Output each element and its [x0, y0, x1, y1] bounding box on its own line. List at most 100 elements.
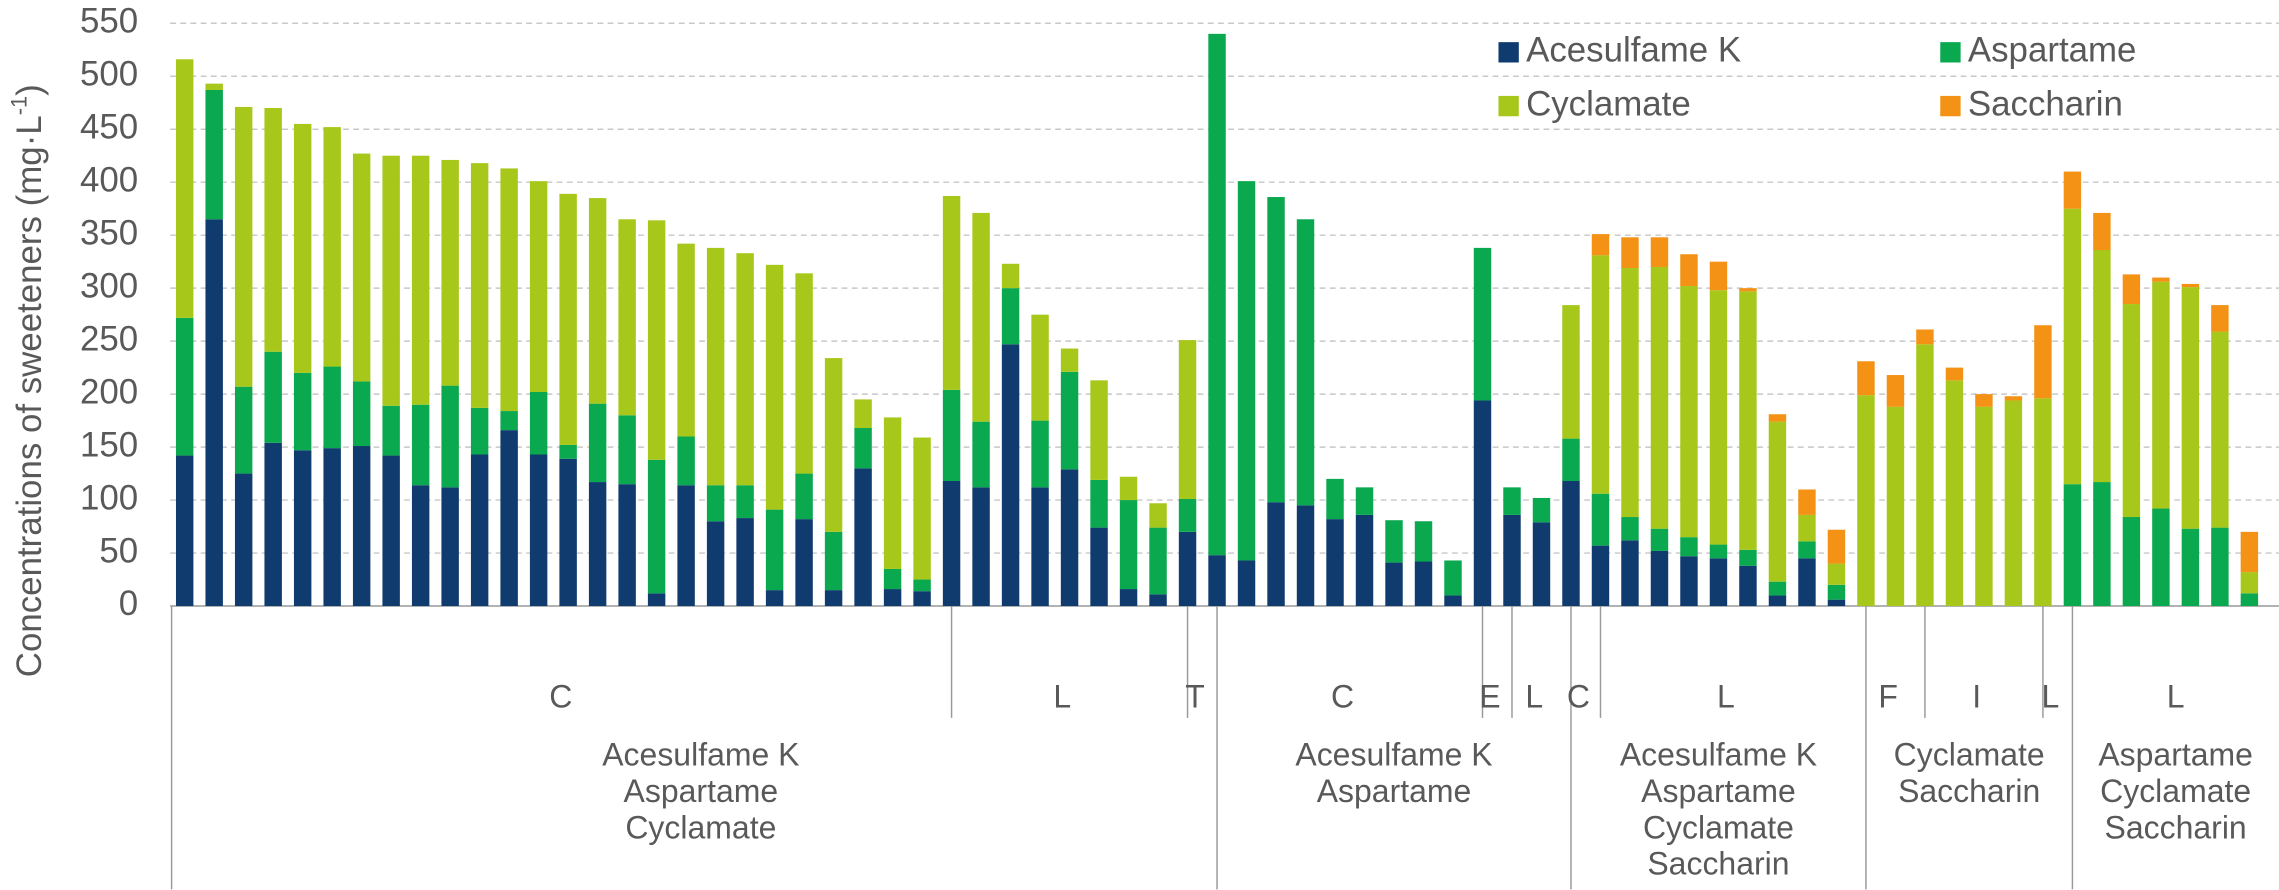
- subgroup-label: C: [549, 678, 572, 714]
- y-tick-label: 550: [80, 1, 138, 40]
- bar-segment: [1650, 528, 1669, 551]
- bar-segment: [2093, 482, 2111, 607]
- y-tick-label: 100: [80, 478, 138, 517]
- bar-segment: [2034, 398, 2052, 607]
- subgroup-label: F: [1878, 678, 1898, 714]
- bar-segment: [352, 446, 371, 607]
- legend-swatch: [1498, 42, 1519, 63]
- bar-segment: [1975, 406, 1993, 607]
- bar-segment: [795, 473, 813, 520]
- bar-segment: [1326, 478, 1344, 520]
- bar-segment: [736, 518, 754, 607]
- bar-segment: [647, 459, 666, 594]
- bar-segment: [2063, 208, 2082, 485]
- bar-segment: [1650, 237, 1669, 267]
- bar-segment: [1267, 197, 1285, 503]
- bar-segment: [1709, 558, 1728, 607]
- bar-segment: [411, 404, 430, 486]
- bar-segment: [1031, 487, 1049, 607]
- bar-segment: [1621, 517, 1639, 541]
- legend-swatch: [1940, 95, 1961, 117]
- bar-segment: [618, 484, 636, 607]
- group-label: Cyclamate: [1894, 737, 2045, 773]
- group-label: Acesulfame K: [1295, 737, 1492, 773]
- bar-segment: [1827, 529, 1846, 564]
- bar-segment: [559, 458, 577, 607]
- bar-segment: [1857, 361, 1875, 396]
- bar-segment: [677, 243, 695, 437]
- bar-segment: [1178, 531, 1197, 607]
- bar-segment: [1385, 520, 1403, 563]
- bar-segment: [2152, 508, 2170, 607]
- bar-segment: [1385, 562, 1403, 607]
- bar-segment: [1827, 563, 1846, 585]
- subgroup-label: I: [1972, 678, 1981, 714]
- bar-segment: [293, 123, 312, 373]
- legend-label: Saccharin: [1968, 84, 2123, 123]
- bar-segment: [824, 531, 843, 591]
- bar-segment: [1178, 499, 1197, 532]
- bar-segment: [913, 437, 931, 580]
- bar-segment: [205, 90, 223, 220]
- bar-segment: [2181, 283, 2200, 288]
- group-label: Cyclamate: [1643, 809, 1794, 845]
- bar-segment: [441, 159, 459, 386]
- bar-segment: [942, 389, 961, 481]
- group-label: Aspartame: [1641, 773, 1796, 809]
- bar-segment: [1709, 290, 1728, 545]
- y-axis-label: Concentrations of sweeteners (mg·L-1): [6, 84, 49, 677]
- bar-segment: [1798, 558, 1816, 607]
- group-label: Aspartame: [624, 773, 779, 809]
- bar-segment: [323, 127, 341, 367]
- bar-segment: [1621, 540, 1639, 607]
- bar-segment: [1562, 438, 1580, 481]
- bar-segment: [1886, 375, 1905, 407]
- bar-segment: [293, 372, 312, 451]
- bar-segment: [942, 195, 961, 390]
- bar-segment: [795, 519, 813, 607]
- bar-segment: [883, 417, 902, 569]
- bar-segment: [1414, 561, 1433, 607]
- bar-segment: [795, 273, 813, 474]
- y-tick-label: 250: [80, 319, 138, 358]
- bar-segment: [1473, 400, 1492, 607]
- bar-segment: [1621, 237, 1639, 269]
- legend-swatch: [1498, 95, 1519, 117]
- bar-segment: [1060, 348, 1079, 372]
- bar-segment: [1208, 33, 1226, 556]
- bar-segment: [1031, 420, 1049, 488]
- bar-segment: [1680, 254, 1698, 287]
- bar-segment: [1975, 394, 1993, 407]
- bar-segment: [1739, 291, 1757, 550]
- y-axis-label-text: Concentrations of sweeteners (mg·L: [10, 115, 49, 677]
- bar-segment: [647, 593, 666, 607]
- bar-segment: [1178, 340, 1197, 500]
- bar-segment: [1031, 314, 1049, 421]
- group-label: Aspartame: [2098, 737, 2253, 773]
- bar-segment: [1768, 421, 1787, 582]
- bar-segment: [1680, 556, 1698, 607]
- bar-segment: [1857, 395, 1875, 607]
- bar-segment: [323, 366, 341, 449]
- bar-segment: [1945, 380, 1964, 607]
- bar-segment: [1001, 263, 1020, 289]
- bar-segment: [1798, 514, 1816, 542]
- bar-segment: [736, 253, 754, 486]
- bar-segment: [2240, 593, 2259, 607]
- y-tick-label: 50: [99, 531, 138, 570]
- bar-segment: [2034, 325, 2052, 399]
- bar-segment: [1945, 367, 1964, 381]
- bar-segment: [647, 220, 666, 460]
- bar-segment: [1355, 514, 1374, 607]
- bar-segment: [972, 487, 990, 607]
- group-label: Cyclamate: [2100, 773, 2251, 809]
- bar-segment: [1267, 502, 1285, 607]
- bar-segment: [1149, 503, 1167, 528]
- bar-segment: [323, 448, 341, 607]
- bar-segment: [234, 386, 253, 474]
- bar-segment: [824, 590, 843, 607]
- bar-segment: [1326, 519, 1344, 607]
- y-tick-label: 450: [80, 107, 138, 146]
- bar-segment: [1739, 288, 1757, 292]
